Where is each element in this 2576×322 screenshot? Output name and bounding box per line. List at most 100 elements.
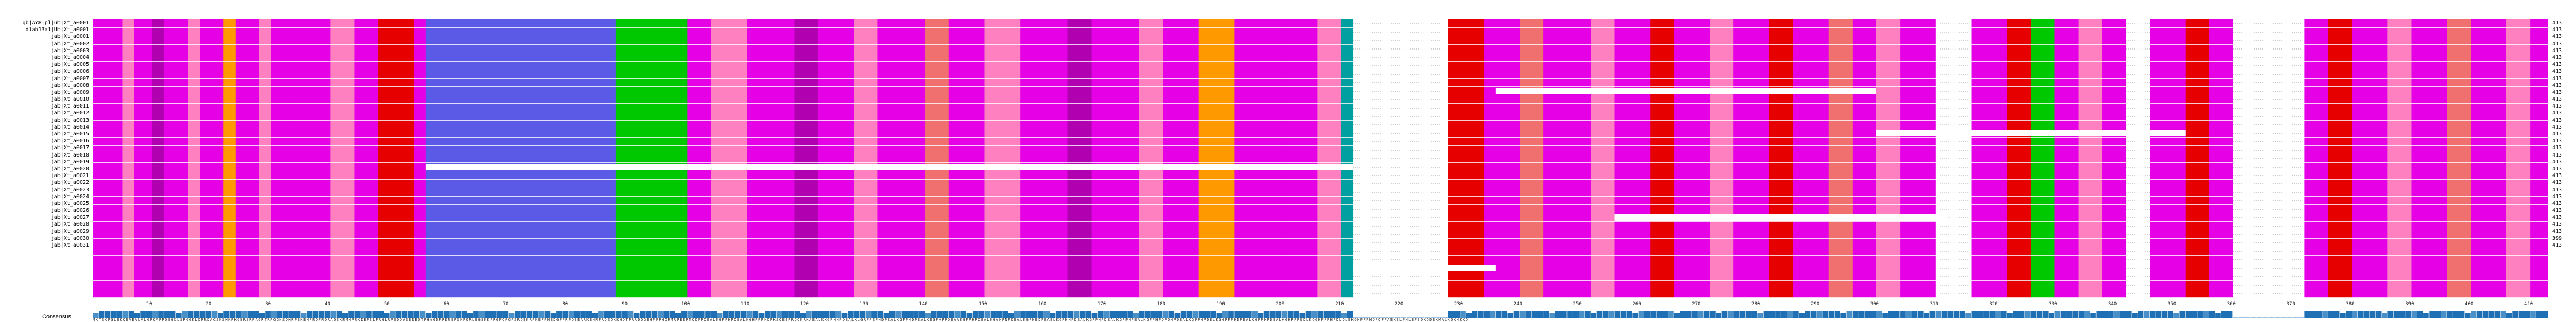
alignment-row[interactable]: [93, 53, 2548, 62]
sequence-name[interactable]: jab|Xt_a0023: [51, 187, 89, 193]
alignment-row[interactable]: [93, 197, 2548, 205]
residue-block: [425, 272, 616, 281]
sequence-name[interactable]: jab|Xt_a0013: [51, 117, 89, 123]
sequence-name[interactable]: jab|Xt_a0022: [51, 180, 89, 186]
sequence-name[interactable]: jab|Xt_a0030: [51, 235, 89, 241]
residue-block: [134, 112, 153, 121]
residue-block: [615, 45, 640, 53]
consensus-bar: [1561, 311, 1567, 318]
residue-block: [152, 95, 164, 104]
residue-block: [2530, 62, 2548, 70]
sequence-name[interactable]: jab|Xt_a0011: [51, 103, 89, 110]
sequence-name[interactable]: jab|Xt_a0031: [51, 242, 89, 248]
sequence-name[interactable]: jab|Xt_a0025: [51, 200, 89, 207]
sequence-name[interactable]: dlah13al|Ub|Xt_a0001: [25, 27, 89, 33]
sequence-length: 413: [2552, 47, 2562, 54]
residue-block: [200, 289, 224, 298]
sequence-name[interactable]: jab|Xt_a0028: [51, 221, 89, 228]
alignment-row[interactable]: [93, 121, 2548, 129]
alignment-row[interactable]: [93, 230, 2548, 239]
sequence-name[interactable]: jab|Xt_a0014: [51, 124, 89, 130]
sequence-name[interactable]: jab|Xt_a0016: [51, 138, 89, 144]
residue-block: [295, 188, 331, 197]
alignment-row[interactable]: [93, 264, 2548, 272]
residue-block: [818, 281, 854, 289]
residue-block: [414, 129, 426, 138]
alignment-row[interactable]: [93, 87, 2548, 95]
alignment-row[interactable]: [93, 95, 2548, 104]
residue-block: [2102, 53, 2127, 62]
alignment-row[interactable]: [93, 79, 2548, 87]
consensus-bar: [2179, 311, 2186, 318]
alignment-row[interactable]: [93, 70, 2548, 79]
sequence-name[interactable]: jab|Xt_a0027: [51, 214, 89, 221]
alignment-row[interactable]: [93, 239, 2548, 247]
residue-block: [2387, 45, 2412, 53]
residue-block: [93, 264, 123, 272]
residue-block: [223, 19, 236, 28]
alignment-row[interactable]: [93, 213, 2548, 222]
sequence-name[interactable]: jab|Xt_a0002: [51, 41, 89, 47]
sequence-name[interactable]: jab|Xt_a0006: [51, 69, 89, 75]
residue-block: [259, 112, 271, 121]
alignment-row[interactable]: [93, 222, 2548, 230]
alignment-row[interactable]: [93, 272, 2548, 281]
alignment-row[interactable]: [93, 45, 2548, 53]
residue-block: [2102, 256, 2127, 264]
residue-block: [854, 104, 878, 112]
alignment-grid[interactable]: [93, 19, 2548, 298]
residue-block: [1710, 36, 1734, 45]
residue-block: [2232, 230, 2305, 239]
sequence-name[interactable]: jab|Xt_a0024: [51, 193, 89, 200]
alignment-row[interactable]: [93, 112, 2548, 121]
residue-block: [1828, 197, 1853, 205]
residue-block: [2126, 154, 2150, 163]
residue-block: [1091, 62, 1140, 70]
sequence-name[interactable]: jab|Xt_a0017: [51, 145, 89, 151]
sequence-name[interactable]: jab|Xt_a0026: [51, 208, 89, 214]
alignment-row[interactable]: [93, 146, 2548, 154]
residue-block: [1852, 239, 1877, 247]
alignment-view[interactable]: [93, 19, 2548, 298]
alignment-row[interactable]: [93, 154, 2548, 163]
sequence-name[interactable]: jab|Xt_a0004: [51, 54, 89, 61]
alignment-row[interactable]: [93, 28, 2548, 36]
consensus-bar: [1543, 311, 1549, 318]
sequence-name[interactable]: jab|Xt_a0019: [51, 159, 89, 165]
sequence-name[interactable]: jab|Xt_a0008: [51, 82, 89, 89]
alignment-row[interactable]: [93, 289, 2548, 298]
sequence-name[interactable]: jab|Xt_a0018: [51, 152, 89, 158]
sequence-name[interactable]: jab|Xt_a0020: [51, 165, 89, 172]
alignment-row[interactable]: [93, 188, 2548, 197]
residue-block: [2411, 19, 2447, 28]
sequence-name[interactable]: jab|Xt_a0001: [51, 34, 89, 40]
alignment-row[interactable]: [93, 19, 2548, 28]
alignment-row[interactable]: [93, 138, 2548, 146]
alignment-row[interactable]: [93, 256, 2548, 264]
residue-block: [1341, 247, 1354, 256]
sequence-name[interactable]: jab|Xt_a0012: [51, 110, 89, 116]
residue-block: [2530, 112, 2548, 121]
alignment-row[interactable]: [93, 180, 2548, 188]
sequence-name[interactable]: jab|Xt_a0003: [51, 47, 89, 54]
sequence-name[interactable]: jab|Xt_a0005: [51, 62, 89, 68]
alignment-row[interactable]: [93, 171, 2548, 180]
sequence-name[interactable]: jab|Xt_a0015: [51, 131, 89, 137]
residue-block: [1448, 272, 1484, 281]
alignment-row[interactable]: [93, 281, 2548, 289]
residue-block: [1341, 138, 1354, 146]
sequence-name[interactable]: jab|Xt_a0021: [51, 173, 89, 179]
sequence-name[interactable]: jab|Xt_a0010: [51, 96, 89, 103]
alignment-row[interactable]: [93, 62, 2548, 70]
residue-block: [1484, 188, 1520, 197]
alignment-row[interactable]: [93, 104, 2548, 112]
sequence-name[interactable]: gb|AY8|pl|ub|Xt_a0001: [22, 20, 89, 26]
residue-block: [984, 180, 1021, 188]
sequence-name[interactable]: jab|Xt_a0029: [51, 228, 89, 235]
alignment-row[interactable]: [93, 205, 2548, 213]
sequence-name[interactable]: jab|Xt_a0009: [51, 89, 89, 95]
alignment-row[interactable]: [93, 247, 2548, 256]
alignment-row[interactable]: [93, 36, 2548, 45]
residue-block: [2232, 79, 2305, 87]
sequence-name[interactable]: jab|Xt_a0007: [51, 75, 89, 82]
